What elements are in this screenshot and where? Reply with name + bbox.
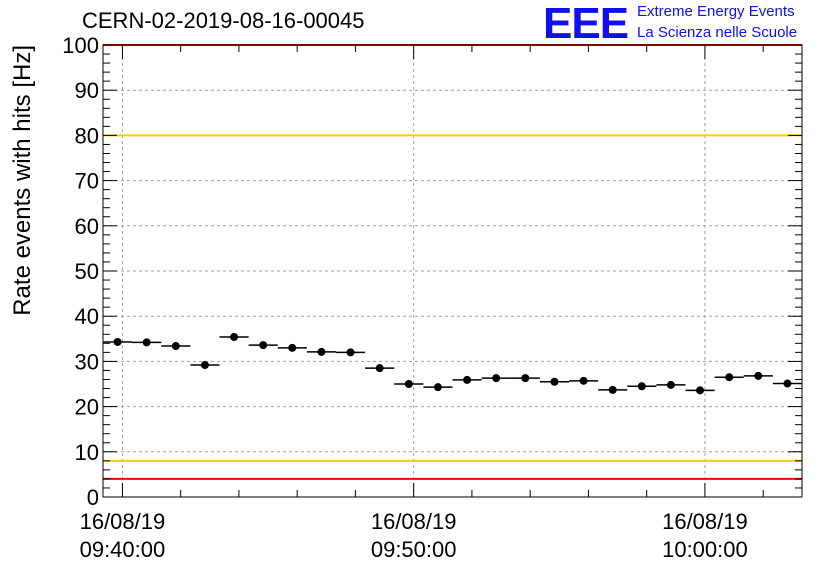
data-point [754, 371, 763, 380]
data-point [696, 386, 705, 395]
x-tick-time: 09:50:00 [371, 537, 457, 562]
data-point [317, 347, 326, 356]
data-point [288, 343, 297, 352]
data-point [637, 382, 646, 391]
data-point [433, 383, 442, 392]
data-point [346, 348, 355, 357]
y-tick-label: 30 [75, 349, 99, 374]
x-tick-date: 16/08/19 [80, 509, 166, 534]
data-point [666, 380, 675, 389]
x-tick-date: 16/08/19 [371, 509, 457, 534]
logo-line-2: La Scienza nelle Scuole [637, 24, 798, 41]
data-point [521, 374, 530, 383]
x-tick-time: 10:00:00 [662, 537, 748, 562]
data-point [783, 379, 792, 388]
y-tick-label: 20 [75, 395, 99, 420]
data-point [492, 374, 501, 383]
y-tick-label: 90 [75, 78, 99, 103]
data-point [375, 364, 384, 373]
y-tick-label: 80 [75, 123, 99, 148]
data-point [404, 380, 413, 388]
data-point [608, 385, 617, 394]
data-point [200, 361, 209, 370]
logo-line-1: Extreme Energy Events [637, 3, 795, 20]
eee-logo: EEE [543, 0, 629, 48]
y-tick-label: 40 [75, 304, 99, 329]
x-tick-time: 09:40:00 [80, 537, 166, 562]
y-tick-label: 100 [62, 33, 99, 58]
data-point [725, 373, 734, 382]
data-point [171, 342, 180, 351]
y-tick-label: 70 [75, 169, 99, 194]
data-point [230, 332, 239, 341]
chart-title: CERN-02-2019-08-16-00045 [82, 8, 365, 33]
y-tick-label: 0 [87, 485, 99, 510]
y-tick-label: 10 [75, 440, 99, 465]
data-point [463, 375, 472, 384]
data-point [259, 341, 268, 350]
y-tick-label: 60 [75, 214, 99, 239]
data-point [113, 337, 122, 346]
data-point [142, 338, 151, 347]
y-tick-label: 50 [75, 259, 99, 284]
data-point [550, 377, 559, 386]
y-axis-label: Rate events with hits [Hz] [9, 45, 36, 316]
data-point [579, 376, 588, 385]
x-tick-date: 16/08/19 [662, 509, 748, 534]
